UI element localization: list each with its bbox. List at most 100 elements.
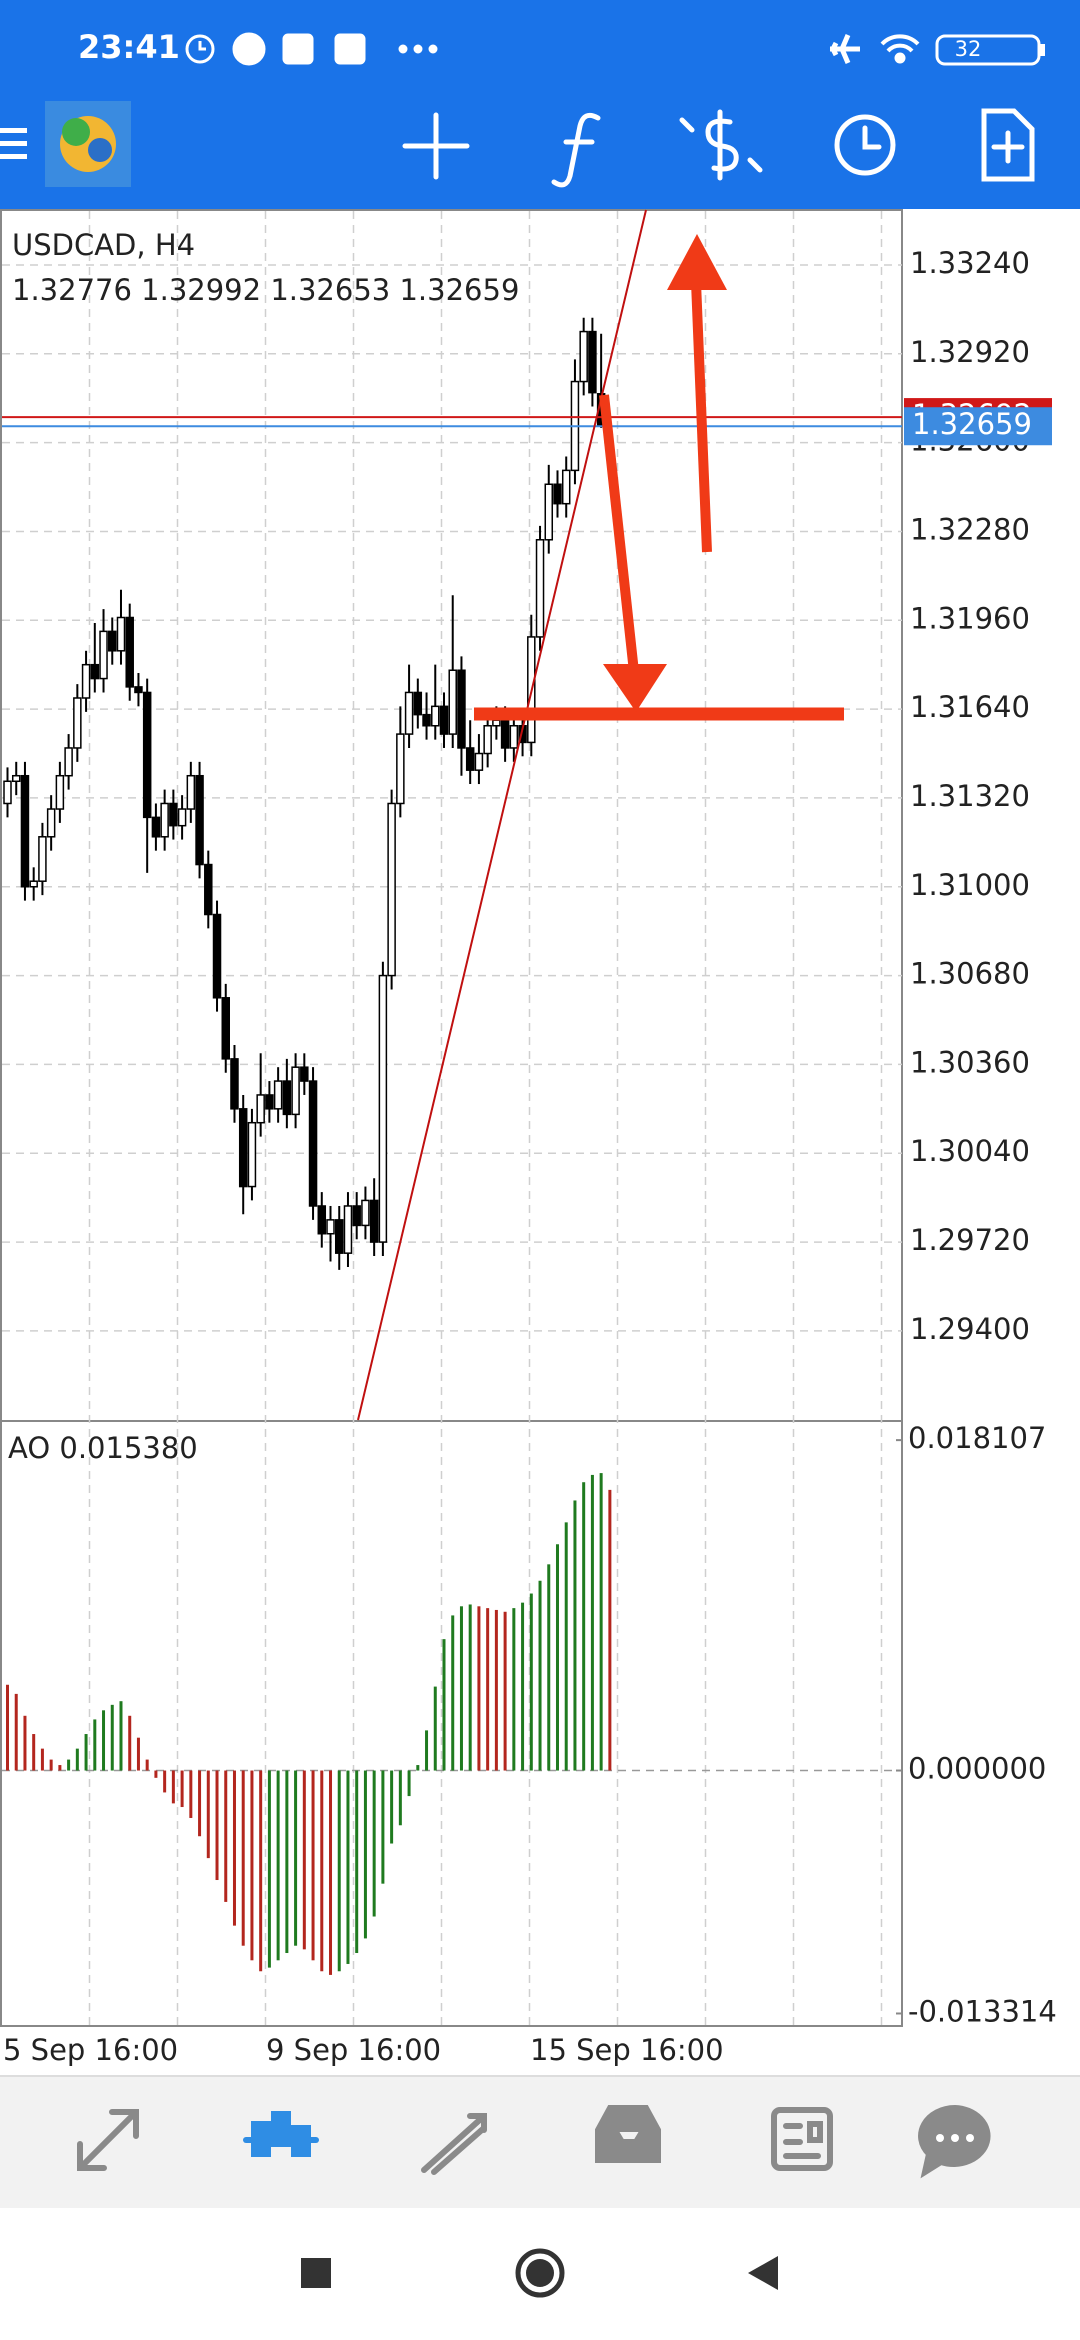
candle-body [448, 669, 457, 735]
ao-bar [547, 1564, 551, 1771]
y-tick-label: 1.32280 [910, 512, 1030, 546]
trade-tab[interactable] [421, 2113, 487, 2175]
candle-body [169, 802, 178, 827]
candle-body [212, 913, 222, 999]
candle-body [3, 780, 12, 805]
back-button[interactable] [748, 2256, 778, 2290]
ao-bar [232, 1770, 236, 1926]
y-tick-label: 1.30360 [910, 1045, 1030, 1079]
candle-body [282, 1080, 292, 1116]
ao-name: AO [8, 1431, 50, 1465]
ao-bar [215, 1770, 219, 1881]
trade-button[interactable] [679, 109, 763, 181]
candle-body [465, 747, 475, 771]
clock: 23:41 [78, 28, 180, 66]
candle-body [500, 719, 510, 749]
candle-body [204, 863, 213, 916]
ao-bar [206, 1770, 210, 1859]
chat-tab[interactable] [918, 2104, 991, 2179]
trend-line [357, 209, 647, 1421]
indicators-button[interactable] [551, 112, 601, 188]
y-tick-label: 1.31000 [910, 868, 1030, 902]
timeframe-button[interactable] [834, 114, 896, 176]
ao-bar [241, 1770, 245, 1946]
ao-bar [259, 1770, 263, 1972]
status-icons [185, 32, 1045, 66]
ao-bar [276, 1770, 280, 1961]
candle-body [46, 808, 56, 838]
candle-body [553, 483, 562, 505]
ao-bar [136, 1737, 140, 1771]
ao-bar [582, 1482, 586, 1771]
quotes-tab[interactable] [77, 2109, 139, 2171]
candle-body [387, 802, 396, 977]
candle-body [273, 1080, 283, 1110]
ao-bar [285, 1770, 289, 1954]
ao-bar [433, 1686, 437, 1771]
candle-body [238, 1108, 248, 1188]
bid-label: 1.32659 [912, 407, 1032, 441]
history-tab[interactable] [595, 2105, 661, 2163]
candle-body [134, 686, 143, 694]
plot [2, 317, 902, 1975]
candle-body [474, 752, 484, 771]
y-tick-label: 1.29720 [910, 1223, 1030, 1257]
candle-body [457, 669, 466, 749]
y-tick-label: 1.30040 [910, 1134, 1030, 1168]
new-order-button[interactable] [981, 108, 1035, 182]
candle-body [361, 1199, 370, 1227]
ao-bar [198, 1770, 202, 1837]
ao-bar [337, 1770, 341, 1972]
crosshair-button[interactable] [402, 112, 470, 180]
ao-bar [346, 1770, 350, 1964]
candle-body [579, 330, 588, 383]
candle-body [291, 1066, 300, 1116]
ao-bar [468, 1604, 472, 1771]
candle-body [230, 1058, 239, 1110]
candle-body [73, 697, 82, 749]
candle-body [404, 691, 414, 735]
ao-bar [459, 1606, 463, 1771]
recents-button[interactable] [301, 2258, 331, 2288]
ao-bar [14, 1693, 18, 1771]
ao-bar [494, 1609, 498, 1771]
candle-body [116, 616, 126, 652]
ao-bar [599, 1473, 603, 1771]
home-button[interactable] [515, 2248, 565, 2298]
candle-body [265, 1094, 274, 1110]
ao-bar [564, 1522, 568, 1771]
battery-level: 32 [955, 37, 982, 61]
candle-body [186, 774, 196, 810]
candle-body [431, 705, 440, 727]
bottom-nav [0, 2076, 1080, 2208]
candle-body [151, 816, 161, 838]
ao-bar [363, 1770, 367, 1939]
ao-bar [40, 1748, 44, 1771]
ao-bar [163, 1770, 167, 1793]
menu-button[interactable] [0, 128, 27, 159]
candle-body [99, 630, 108, 680]
ohlc-readout: 1.32776 1.32992 1.32653 1.32659 [12, 273, 519, 307]
candle-body [142, 691, 152, 819]
ao-bar [355, 1770, 359, 1954]
ao-bar [224, 1770, 228, 1902]
candle-body [81, 663, 91, 699]
candle-body [20, 774, 30, 888]
y-tick-label: 1.29400 [910, 1312, 1030, 1346]
candle-body [483, 725, 492, 755]
y-tick-label: 1.32920 [910, 335, 1030, 369]
low-value: 1.32653 [270, 273, 390, 307]
ao-bar [311, 1770, 315, 1961]
news-tab[interactable] [771, 2107, 833, 2171]
app-logo[interactable] [45, 101, 131, 187]
ao-bar [529, 1593, 533, 1771]
ao-bar [294, 1770, 298, 1946]
ao-bar [58, 1765, 62, 1771]
candle-body [535, 539, 545, 638]
symbol-title: USDCAD, H4 [12, 228, 195, 262]
bid-label-bg [904, 407, 1052, 446]
chart-tab[interactable] [243, 2111, 319, 2157]
candle-body [29, 880, 38, 888]
y-tick-label: 1.31960 [910, 601, 1030, 635]
ao-bar [75, 1748, 79, 1771]
